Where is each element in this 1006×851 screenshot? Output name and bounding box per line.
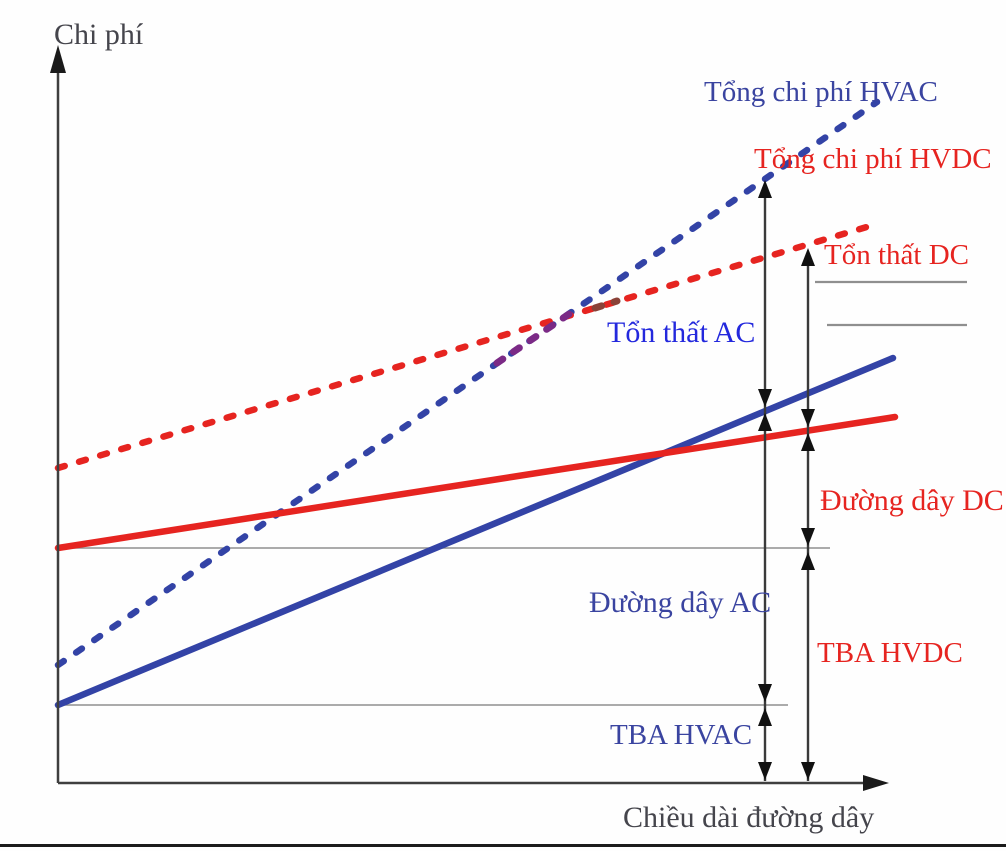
y-axis (50, 45, 66, 783)
label-substation-hvac: TBA HVAC (610, 719, 752, 751)
series-line-1-dashed (54, 219, 884, 472)
curve-crossing-overlap-marks (493, 297, 621, 367)
arrowhead-up-icon (758, 180, 772, 198)
arrowhead-down-icon (801, 528, 815, 546)
arrowhead-up-icon (801, 248, 815, 266)
overlap-mark-0 (493, 306, 579, 367)
arrowhead-down-icon (758, 684, 772, 702)
arrowhead-up-icon (801, 552, 815, 570)
x-axis-arrowhead-icon (863, 775, 889, 791)
arrowhead-up-icon (801, 433, 815, 451)
arrowhead-up-icon (758, 708, 772, 726)
y-axis-arrowhead-icon (50, 45, 66, 73)
series-line-3-solid (54, 413, 899, 552)
label-losses-dc: Tổn thất DC (824, 239, 969, 271)
arrowhead-up-icon (758, 413, 772, 431)
segment-measure-arrows (758, 180, 815, 781)
arrowhead-down-icon (758, 389, 772, 407)
measure-arrow-0 (758, 180, 772, 781)
arrowhead-down-icon (758, 762, 772, 780)
label-line-cost-dc: Đường dây DC (820, 484, 1004, 517)
bottom-border-rule (0, 844, 1006, 847)
arrowhead-down-icon (801, 409, 815, 427)
arrowhead-down-icon (801, 762, 815, 780)
x-axis-title: Chiều dài đường dây (623, 801, 874, 834)
cost-curves (54, 98, 899, 709)
label-losses-ac: Tổn thất AC (607, 316, 755, 349)
overlap-mark-1 (591, 297, 621, 312)
label-line-cost-ac: Đường dây AC (589, 586, 771, 619)
label-total-cost-hvac: Tổng chi phí HVAC (704, 76, 938, 108)
x-axis (58, 775, 889, 791)
label-total-cost-hvdc: Tổng chi phí HVDC (754, 143, 992, 175)
series-line-2-solid (54, 354, 897, 709)
y-axis-title: Chi phí (54, 18, 144, 51)
series-line-0-dashed (54, 98, 881, 669)
label-substation-hvdc: TBA HVDC (817, 637, 963, 669)
measure-arrow-1 (801, 248, 815, 781)
